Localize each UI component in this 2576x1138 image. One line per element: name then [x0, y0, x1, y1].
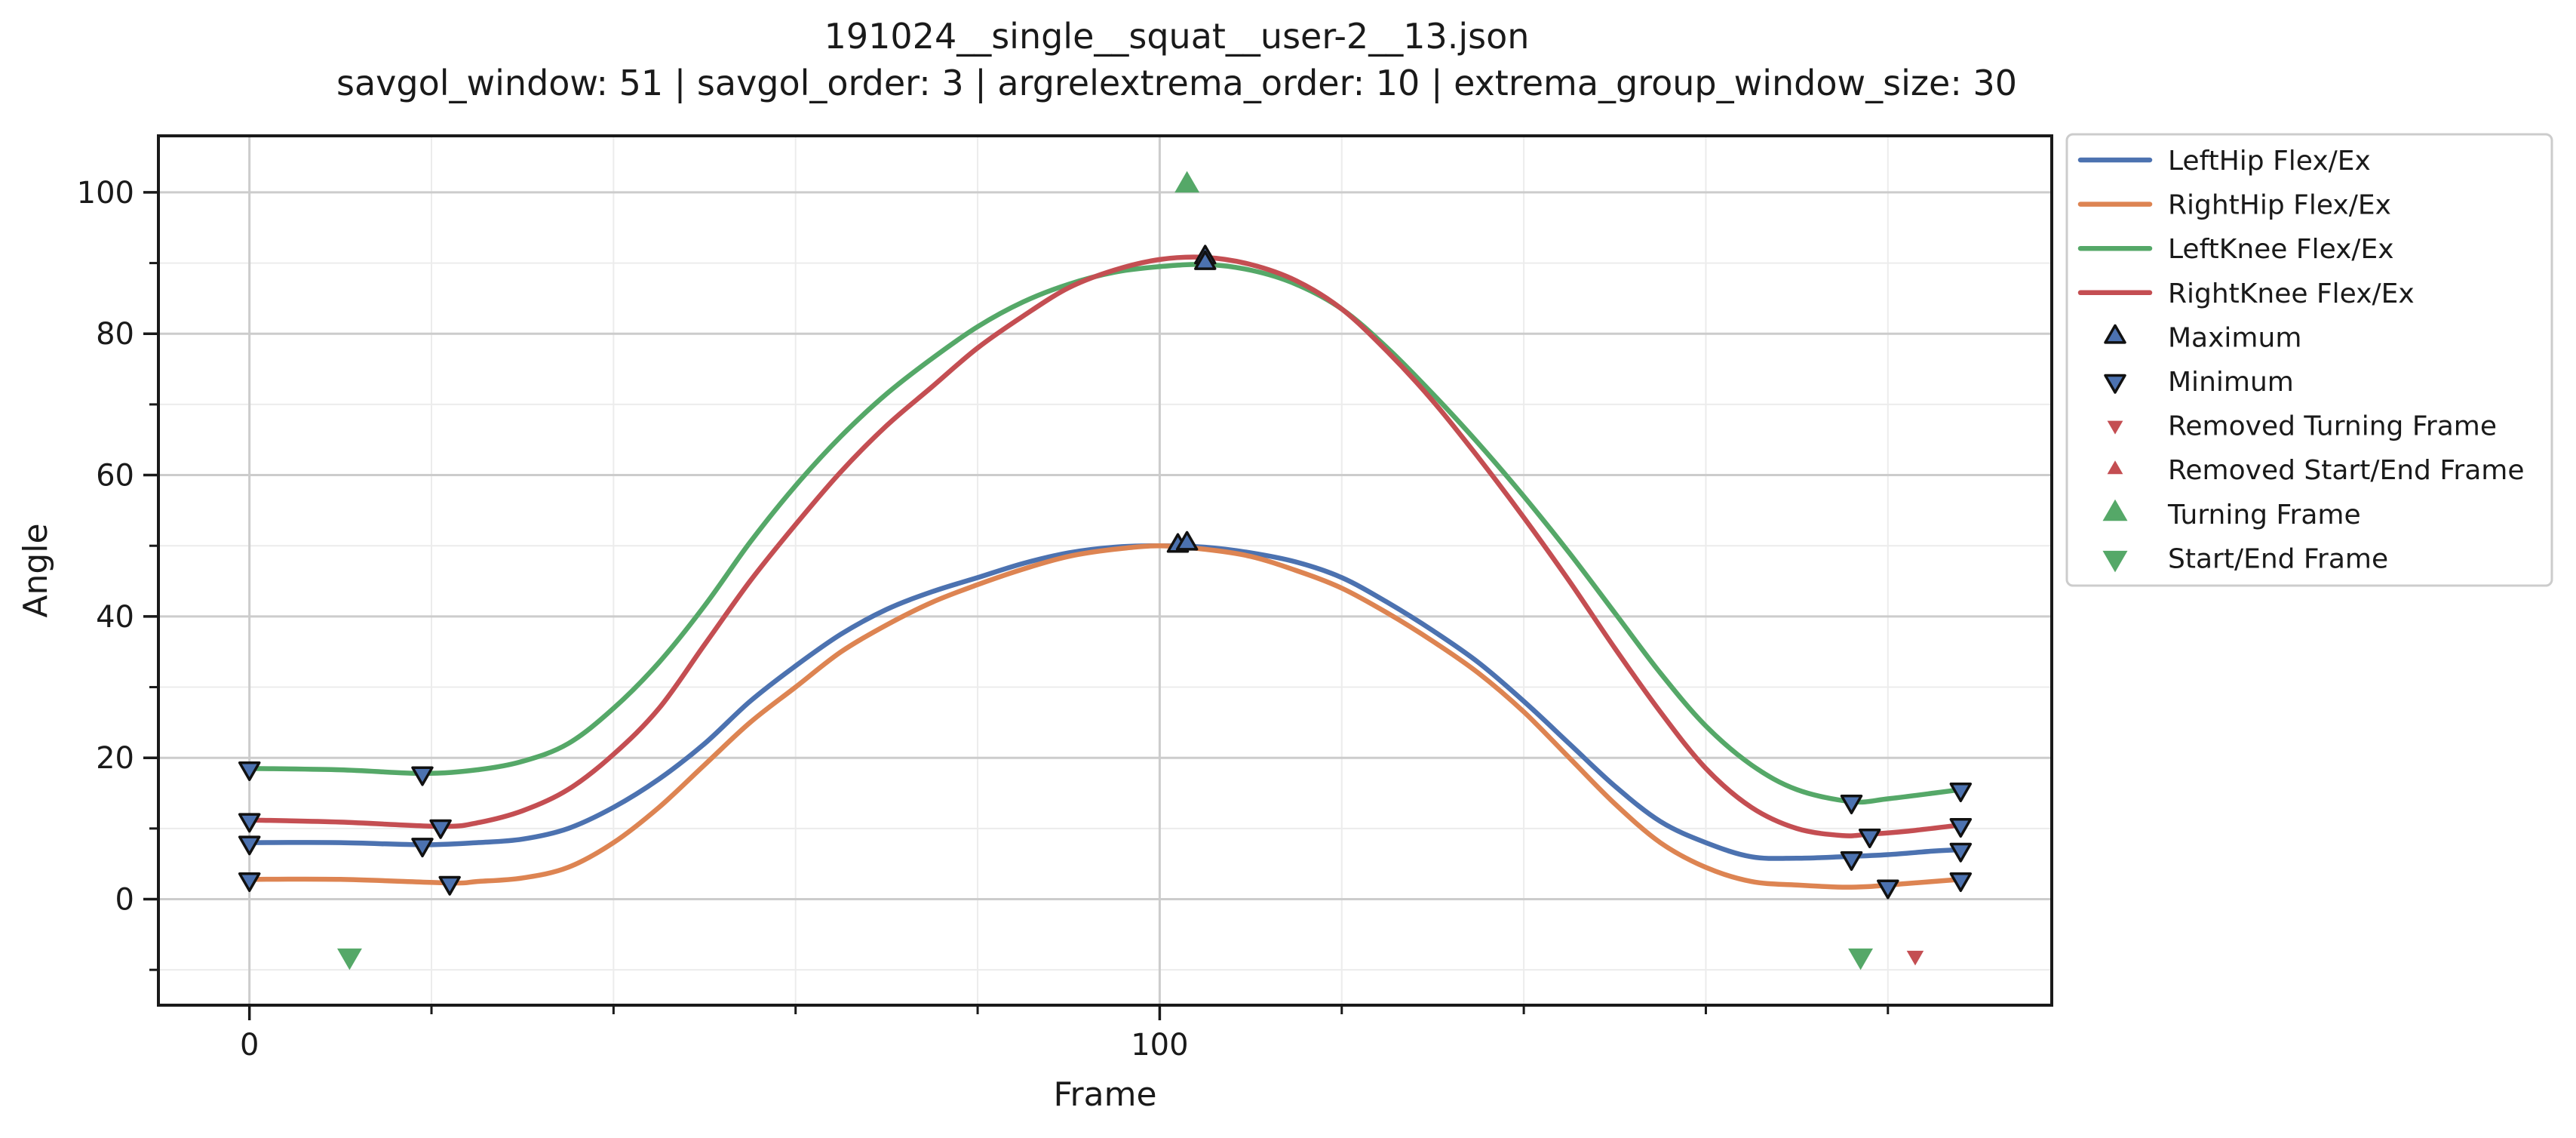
legend-swatch-turning [2102, 499, 2128, 521]
plot-frame [157, 134, 2053, 1007]
axis-ticks: 0 100 0 20 40 60 80 100 [77, 176, 1890, 1063]
minimum-marker [1949, 872, 1973, 893]
minimum-marker [1949, 842, 1973, 863]
legend-label: Maximum [2168, 322, 2301, 353]
legend-swatch-minimum [2104, 374, 2126, 394]
series-line-0 [247, 543, 1963, 861]
legend-label: Start/End Frame [2168, 543, 2388, 574]
maximum-marker [1175, 531, 1199, 551]
minimum-marker [438, 875, 461, 896]
legend-label: Minimum [2168, 367, 2294, 398]
minimum-marker [411, 838, 434, 858]
minimum-marker [429, 819, 452, 839]
minimum-marker [1840, 850, 1863, 871]
series-line-3 [247, 254, 1963, 838]
series-lines [247, 254, 1963, 890]
legend: LeftHip Flex/Ex RightHip Flex/Ex LeftKnee … [2065, 133, 2553, 587]
legend-label: Removed Start/End Frame [2168, 455, 2524, 486]
removed-turning-frame-marker [1906, 950, 1924, 966]
legend-label: RightHip Flex/Ex [2168, 190, 2391, 221]
legend-swatch-maximum [2104, 324, 2126, 344]
y-tick-label: 40 [96, 600, 134, 635]
extrema-markers [238, 171, 1973, 970]
minimum-marker [411, 766, 434, 786]
minimum-marker [1949, 783, 1973, 803]
y-axis-label: Angle [17, 523, 55, 617]
y-tick-label: 20 [96, 741, 134, 776]
legend-label: RightKnee Flex/Ex [2168, 278, 2415, 309]
legend-label: Turning Frame [2167, 500, 2361, 531]
minimum-marker [1858, 828, 1881, 848]
minimum-marker [1949, 817, 1973, 838]
series-line-1 [247, 543, 1963, 890]
minimum-marker [238, 761, 261, 781]
series-line-2 [247, 262, 1963, 805]
turning-frame-marker [1174, 171, 1200, 193]
chart-subtitle: savgol_window: 51 | savgol_order: 3 | ar… [336, 63, 2017, 104]
minimum-marker [1840, 795, 1863, 815]
grid [158, 136, 2052, 1005]
legend-label: Removed Turning Frame [2168, 411, 2497, 442]
y-tick-label: 80 [96, 317, 134, 352]
legend-label: LeftKnee Flex/Ex [2168, 234, 2394, 265]
chart-title: 191024__single__squat__user-2__13.json [824, 16, 1530, 57]
x-tick-label: 100 [1131, 1028, 1188, 1063]
legend-frame [2065, 133, 2553, 587]
y-tick-label: 100 [77, 176, 134, 211]
y-tick-label: 0 [115, 883, 134, 918]
legend-swatch-removed-turning [2107, 420, 2123, 435]
y-tick-label: 60 [96, 459, 134, 494]
minimum-marker [1877, 879, 1899, 900]
maximum-marker [1194, 250, 1217, 270]
minimum-marker [238, 872, 261, 893]
legend-swatch-removed-start-end [2107, 460, 2123, 475]
minimum-marker [238, 813, 261, 833]
minimum-marker [238, 835, 261, 856]
legend-swatch-start-end [2102, 550, 2128, 573]
start-end-frame-marker [337, 948, 362, 970]
x-tick-label: 0 [240, 1028, 259, 1063]
start-end-frame-marker [1848, 948, 1873, 970]
x-axis-label: Frame [1053, 1075, 1156, 1114]
legend-label: LeftHip Flex/Ex [2168, 146, 2371, 177]
